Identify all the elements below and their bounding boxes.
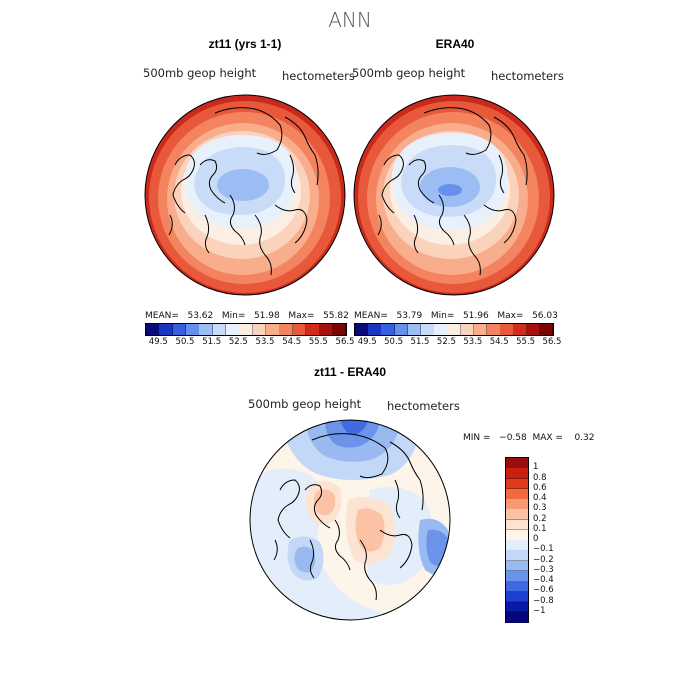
colorbar-swatch xyxy=(355,324,369,335)
colorbar-swatch xyxy=(506,488,528,500)
colorbar-tick-label: 52.5 xyxy=(228,337,248,347)
colorbar-tick-label: 0 xyxy=(533,534,539,544)
panel2-field-label: 500mb geop height xyxy=(352,66,466,80)
panel2-stats: MEAN= 53.79 Min= 51.96 Max= 56.03 xyxy=(354,311,558,321)
panel1-stats: MEAN= 53.62 Min= 51.98 Max= 55.82 xyxy=(145,311,349,321)
colorbar-swatch xyxy=(199,324,214,335)
panel1-map xyxy=(144,94,346,296)
colorbar-swatch xyxy=(252,324,267,335)
colorbar-swatch xyxy=(460,324,475,335)
colorbar-swatch xyxy=(319,324,334,335)
colorbar-tick-label: −0.6 xyxy=(533,585,554,596)
panel2-title: ERA40 xyxy=(435,37,475,51)
colorbar-swatch xyxy=(506,570,528,582)
colorbar-swatch xyxy=(239,324,254,335)
colorbar-swatch xyxy=(506,540,528,551)
colorbar-swatch xyxy=(506,519,528,531)
colorbar-swatch xyxy=(500,324,514,335)
colorbar-swatch xyxy=(506,468,528,479)
panel3-title: zt11 - ERA40 xyxy=(313,365,387,379)
panel1-field-label: 500mb geop height xyxy=(143,66,257,80)
colorbar-swatch xyxy=(434,324,448,335)
panel3-units-label: hectometers xyxy=(387,399,460,413)
panel2-colorbar-labels: 49.5 50.5 51.5 52.5 53.5 54.5 55.5 56.5 xyxy=(354,337,562,349)
colorbar-swatch xyxy=(368,324,382,335)
panel2-colorbar xyxy=(354,323,554,336)
colorbar-tick-label: −0.3 xyxy=(533,564,554,575)
colorbar-swatch xyxy=(506,560,528,572)
colorbar-swatch xyxy=(506,499,528,510)
colorbar-tick-label: −0.8 xyxy=(533,595,554,606)
colorbar-swatch xyxy=(526,324,541,335)
colorbar-swatch xyxy=(292,324,307,335)
colorbar-tick-label: 53.5 xyxy=(463,337,483,347)
colorbar-swatch xyxy=(506,458,528,469)
colorbar-tick-label: 55.5 xyxy=(308,337,328,347)
colorbar-swatch xyxy=(447,324,462,335)
colorbar-swatch xyxy=(487,324,501,335)
colorbar-swatch xyxy=(473,324,488,335)
colorbar-tick-label: 0.2 xyxy=(533,513,547,524)
panel1-units-label: hectometers xyxy=(282,69,355,83)
figure-title: ANN xyxy=(328,8,372,32)
colorbar-swatch xyxy=(421,324,435,335)
colorbar-tick-label: 51.5 xyxy=(410,337,430,347)
colorbar-tick-label: 51.5 xyxy=(202,337,222,347)
colorbar-swatch xyxy=(506,611,528,623)
colorbar-swatch xyxy=(226,324,240,335)
colorbar-tick-label: 0.4 xyxy=(533,493,547,503)
panel2-units-label: hectometers xyxy=(491,69,564,83)
panel3-map xyxy=(249,419,451,621)
colorbar-tick-label: 50.5 xyxy=(384,337,404,347)
colorbar-tick-label: 54.5 xyxy=(489,337,509,347)
colorbar-tick-label: 49.5 xyxy=(357,337,377,347)
colorbar-swatch xyxy=(513,324,528,335)
colorbar-swatch xyxy=(506,509,528,520)
panel3-stats: MIN = −0.58 MAX = 0.32 xyxy=(463,433,595,443)
colorbar-tick-label: 54.5 xyxy=(282,337,302,347)
colorbar-swatch xyxy=(506,591,528,602)
colorbar-tick-label: −0.4 xyxy=(533,575,554,585)
colorbar-swatch xyxy=(506,581,528,592)
colorbar-swatch xyxy=(332,324,347,335)
colorbar-tick-label: −1 xyxy=(533,605,546,616)
colorbar-swatch xyxy=(306,324,320,335)
colorbar-tick-label: 1 xyxy=(533,462,539,473)
colorbar-swatch xyxy=(539,324,554,335)
colorbar-tick-label: 56.5 xyxy=(335,337,355,347)
panel3-field-label: 500mb geop height xyxy=(248,397,362,411)
colorbar-swatch xyxy=(407,324,422,335)
colorbar-tick-label: 0.1 xyxy=(533,523,547,534)
colorbar-tick-label: 52.5 xyxy=(436,337,456,347)
colorbar-tick-label: 53.5 xyxy=(255,337,275,347)
colorbar-tick-label: −0.1 xyxy=(533,544,554,555)
colorbar-swatch xyxy=(506,478,528,490)
diff-colorbar xyxy=(505,457,529,623)
colorbar-swatch xyxy=(159,324,174,335)
panel1-colorbar xyxy=(145,323,347,336)
colorbar-swatch xyxy=(506,529,528,541)
colorbar-tick-label: 0.6 xyxy=(533,482,547,493)
panel1-colorbar-labels: 49.5 50.5 51.5 52.5 53.5 54.5 55.5 56.5 xyxy=(145,337,355,349)
colorbar-tick-label: 0.8 xyxy=(533,472,547,483)
colorbar-swatch xyxy=(266,324,280,335)
colorbar-tick-label: 0.3 xyxy=(533,503,547,514)
colorbar-tick-label: 55.5 xyxy=(516,337,536,347)
diff-colorbar-labels: 1 0.8 0.6 0.4 0.3 0.2 0.1 0 −0.1 −0.2 −0.3 −0.4 −0.6… xyxy=(533,457,573,621)
panel1-title: zt11 (yrs 1-1) xyxy=(208,37,282,51)
panel2-map xyxy=(353,94,555,296)
colorbar-swatch xyxy=(212,324,227,335)
colorbar-swatch xyxy=(506,601,528,613)
colorbar-swatch xyxy=(186,324,200,335)
colorbar-tick-label: 56.5 xyxy=(542,337,562,347)
colorbar-tick-label: 49.5 xyxy=(148,337,168,347)
colorbar-tick-label: −0.2 xyxy=(533,554,554,565)
colorbar-swatch xyxy=(381,324,396,335)
colorbar-swatch xyxy=(279,324,294,335)
colorbar-swatch xyxy=(146,324,160,335)
colorbar-swatch xyxy=(172,324,187,335)
colorbar-swatch xyxy=(394,324,409,335)
colorbar-swatch xyxy=(506,550,528,561)
colorbar-tick-label: 50.5 xyxy=(175,337,195,347)
